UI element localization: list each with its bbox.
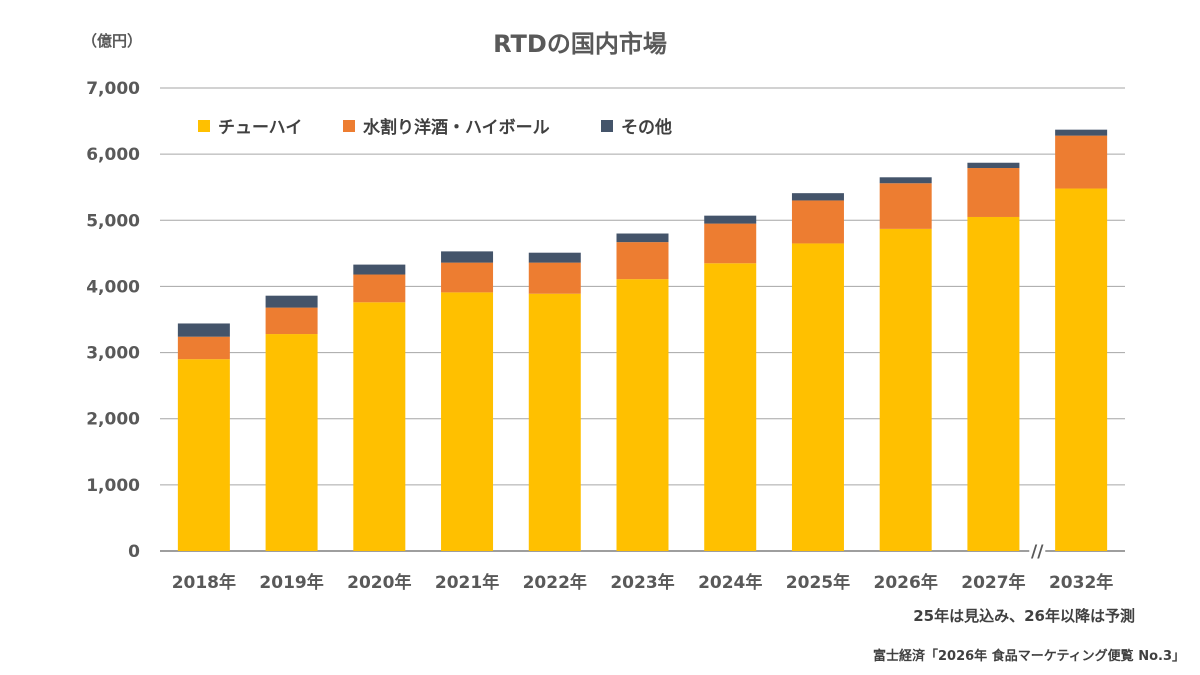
y-tick-label: 3,000 xyxy=(86,344,140,364)
axis-break-gap xyxy=(1029,545,1046,557)
legend-swatch xyxy=(198,120,210,132)
bar-segment xyxy=(528,293,581,551)
legend-label: 水割り洋酒・ハイボール xyxy=(363,117,550,138)
bar-segment xyxy=(879,228,932,552)
bar-segment xyxy=(177,359,230,551)
legend-swatch xyxy=(343,120,355,132)
bar-segment xyxy=(1055,188,1108,551)
bar-segment xyxy=(353,302,406,551)
bar-segment xyxy=(265,295,318,308)
bar-segment xyxy=(616,242,669,280)
bar-segment xyxy=(1055,129,1108,136)
y-tick-label: 7,000 xyxy=(86,79,140,99)
bar-segment xyxy=(265,334,318,551)
bar-segment xyxy=(704,223,757,264)
y-tick-label: 4,000 xyxy=(86,277,140,297)
bar-segment xyxy=(353,274,406,303)
y-tick-label: 6,000 xyxy=(86,145,140,165)
bar-segment xyxy=(528,252,581,263)
x-tick-label: 2022年 xyxy=(523,572,587,593)
bar-segment xyxy=(265,307,318,335)
forecast-note: 25年は見込み、26年以降は予測 xyxy=(913,607,1135,625)
bar-segment xyxy=(441,262,494,293)
x-axis-ticks: 2018年 2019年 2020年 2021年 2022年 2023年 2024年 2025年… xyxy=(172,572,1114,593)
bar-segment xyxy=(967,168,1020,217)
x-tick-label: 2021年 xyxy=(435,572,499,593)
bar-segment xyxy=(967,216,1020,551)
y-tick-label: 5,000 xyxy=(86,211,140,231)
bar-segment xyxy=(441,292,494,551)
y-axis-ticks: 0 1,000 2,000 3,000 4,000 5,000 6,000 7,000 xyxy=(86,79,140,562)
x-tick-label: 2032年 xyxy=(1049,572,1113,593)
bar-segment xyxy=(704,215,757,224)
y-axis-unit-label: （億円） xyxy=(82,32,142,50)
y-tick-label: 0 xyxy=(128,542,140,562)
bar-segment xyxy=(528,262,581,294)
bars xyxy=(177,129,1108,552)
axis-break: // xyxy=(1029,542,1046,562)
bar-segment xyxy=(1055,135,1108,189)
legend-label: チューハイ xyxy=(218,118,302,138)
legend-swatch xyxy=(601,120,613,132)
x-tick-label: 2025年 xyxy=(786,572,850,593)
y-tick-label: 1,000 xyxy=(86,476,140,496)
bar-segment xyxy=(177,323,230,337)
bar-segment xyxy=(353,264,406,275)
bar-segment xyxy=(704,263,757,551)
x-tick-label: 2027年 xyxy=(961,572,1025,593)
bar-segment xyxy=(791,193,844,201)
bar-segment xyxy=(967,162,1020,169)
bar-segment xyxy=(791,243,844,551)
bar-segment xyxy=(616,279,669,551)
bar-segment xyxy=(441,251,494,263)
bar-segment xyxy=(616,233,669,243)
chart-title: RTDの国内市場 xyxy=(493,30,667,58)
x-tick-label: 2024年 xyxy=(698,572,762,593)
x-tick-label: 2019年 xyxy=(259,572,323,593)
x-tick-label: 2026年 xyxy=(874,572,938,593)
legend-label: その他 xyxy=(621,117,672,138)
legend: チューハイ 水割り洋酒・ハイボール その他 xyxy=(198,117,672,138)
bar-segment xyxy=(879,183,932,229)
bar-segment xyxy=(177,336,230,360)
x-tick-label: 2020年 xyxy=(347,572,411,593)
source-credit: 富士経済「2026年 食品マーケティング便覧 No.3」 xyxy=(873,648,1185,664)
bar-segment xyxy=(791,200,844,244)
y-tick-label: 2,000 xyxy=(86,410,140,430)
bar-segment xyxy=(879,177,932,184)
x-tick-label: 2018年 xyxy=(172,572,236,593)
x-tick-label: 2023年 xyxy=(610,572,674,593)
axis-break-symbol: // xyxy=(1031,542,1044,562)
